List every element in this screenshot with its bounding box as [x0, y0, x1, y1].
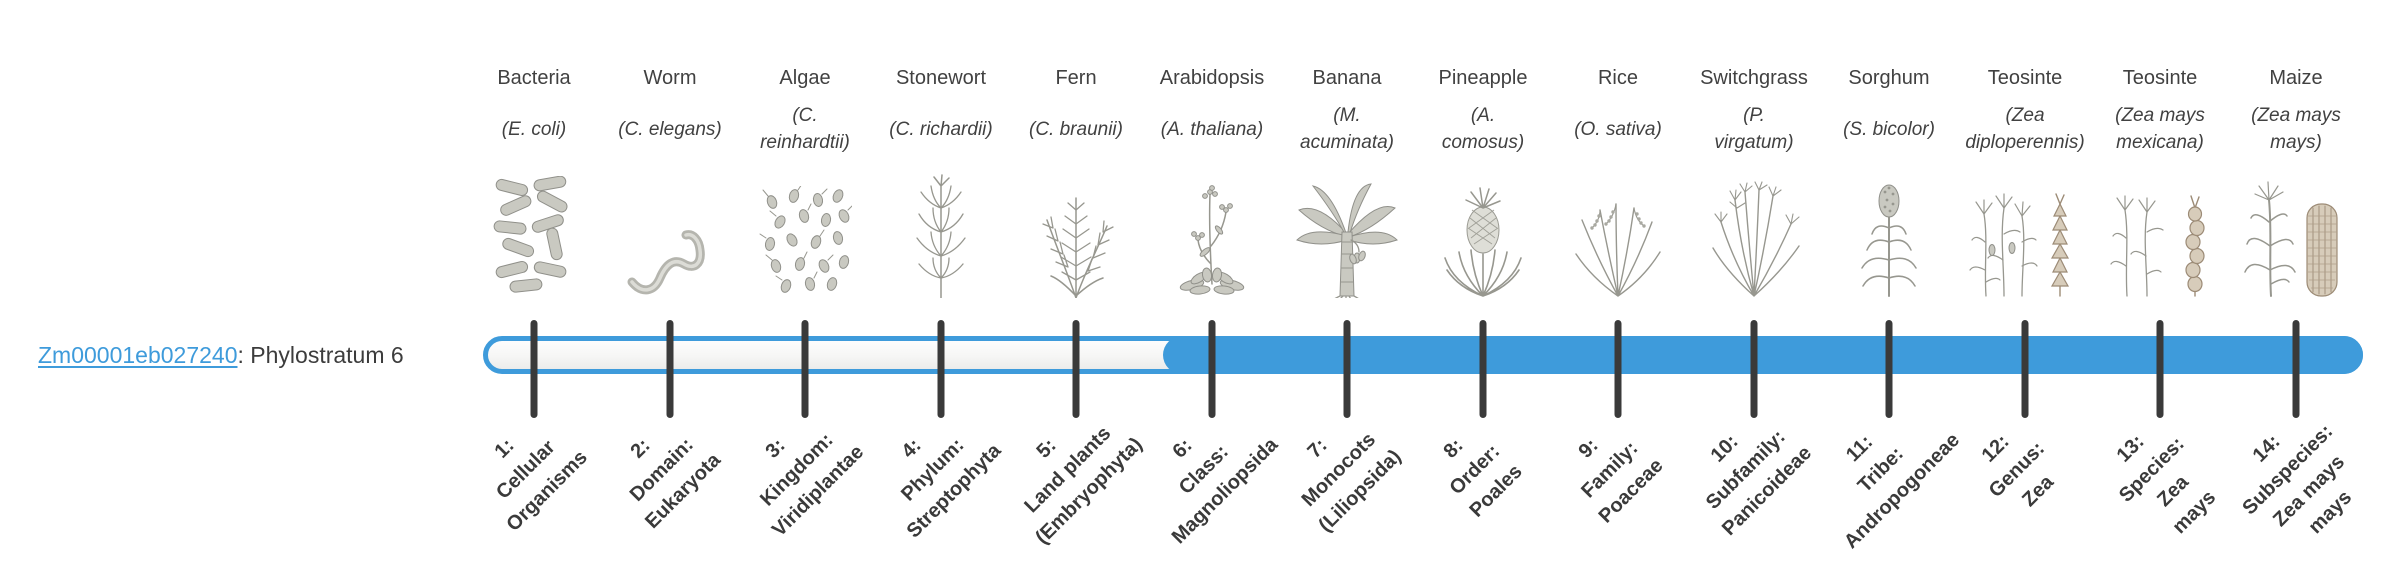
organism-latin-name: (O. sativa) [1574, 118, 1662, 140]
phylostratum-tick [2156, 320, 2164, 418]
phylostratum-tick [2021, 320, 2029, 418]
phylostratum-text: : Phylostratum 6 [237, 342, 404, 368]
gene-label: Zm00001eb027240: Phylostratum 6 [38, 341, 404, 369]
organism-latin-name: (A. comosus) [1441, 105, 1525, 153]
teosinte-diploperennis-icon [1940, 172, 2110, 298]
banana-icon [1262, 172, 1432, 298]
gene-id-link[interactable]: Zm00001eb027240 [38, 342, 238, 368]
organism-name: Switchgrass [1700, 67, 1808, 89]
fern-icon [991, 172, 1161, 298]
phylostratum-tick [1208, 320, 1216, 418]
organism-name: Maize [2269, 67, 2323, 89]
phylostratum-tick [801, 320, 809, 418]
phylostratum-tick [666, 320, 674, 418]
stage-label: 2: Domain: Eukaryota [625, 433, 726, 534]
organism-latin-name: (Zea diploperennis) [1965, 105, 2085, 153]
phylostratum-tick [937, 320, 945, 418]
organism-name: Pineapple [1438, 67, 1528, 89]
organism-latin-name: (E. coli) [501, 118, 567, 140]
organism-name: Stonewort [895, 67, 987, 89]
phylostratum-tick [530, 320, 538, 418]
organism-name: Algae [779, 67, 831, 89]
organism-name: Rice [1597, 67, 1638, 89]
organism-name: Worm [643, 67, 697, 89]
stage-label: 4: Phylum: Streptophyta [897, 434, 1006, 543]
organism-name: Sorghum [1848, 67, 1930, 89]
stage-label: 8: Order: Poales [1439, 434, 1527, 522]
bacteria-icon [449, 172, 619, 298]
stage-label: 5: Land plants (Embryophyta) [1020, 422, 1147, 549]
organism-latin-name: (C. braunii) [1029, 118, 1123, 140]
organism-latin-name: (S. bicolor) [1843, 118, 1935, 140]
stage-label: 12: Genus: Zea [1977, 430, 2058, 511]
phylostratum-tick [1885, 320, 1893, 418]
organism-name: Fern [1055, 67, 1097, 89]
organism-latin-name: (Zea mays mexicana) [2115, 105, 2205, 153]
phylostratum-tick [2292, 320, 2300, 418]
worm-icon [585, 172, 755, 298]
stonewort-icon [856, 172, 1026, 298]
arabidopsis-icon [1127, 172, 1297, 298]
stage-label: 14: Subspecies: Zea mays mays [2238, 420, 2357, 539]
organism-name: Bacteria [497, 67, 571, 89]
rice-icon [1533, 172, 1703, 298]
organism-latin-name: (Zea mays mays) [2251, 105, 2341, 153]
phylostratum-tick [1614, 320, 1622, 418]
phylostratum-tick [1479, 320, 1487, 418]
switchgrass-icon [1669, 172, 1839, 298]
organism-latin-name: (C. reinhardtii) [760, 105, 850, 153]
phylostratum-tick [1072, 320, 1080, 418]
stage-label: 3: Kingdom: Viridiplantae [756, 429, 869, 542]
algae-icon [720, 172, 890, 298]
teosinte-mexicana-icon [2075, 172, 2245, 298]
organism-name: Banana [1312, 67, 1382, 89]
organism-latin-name: (M. acuminata) [1300, 105, 1394, 153]
stage-label: 13: Species: Zea mays [2112, 430, 2221, 539]
sorghum-icon [1804, 172, 1974, 298]
organism-latin-name: (C. richardii) [889, 118, 993, 140]
phylostratum-tick [1750, 320, 1758, 418]
stage-label: 1: Cellular Organisms [490, 434, 592, 536]
stage-label: 10: Subfamily: Panicoideae [1701, 425, 1817, 541]
organism-latin-name: (P. virgatum) [1714, 105, 1794, 153]
organism-name: Teosinte [2122, 67, 2198, 89]
stage-label: 6: Class: Magnoliopsida [1167, 433, 1283, 549]
organism-name: Teosinte [1987, 67, 2063, 89]
stage-label: 7: Monocots (Liliopsida) [1297, 428, 1406, 537]
organism-latin-name: (A. thaliana) [1160, 118, 1264, 140]
maize-icon [2211, 172, 2381, 298]
pineapple-icon [1398, 172, 1568, 298]
stage-label: 9: Family: Poaceae [1574, 434, 1668, 528]
organism-latin-name: (C. elegans) [618, 118, 722, 140]
phylostratum-tick [1343, 320, 1351, 418]
stage-label: 11: Tribe: Andropogoneae [1840, 429, 1965, 554]
organism-name: Arabidopsis [1159, 67, 1265, 89]
